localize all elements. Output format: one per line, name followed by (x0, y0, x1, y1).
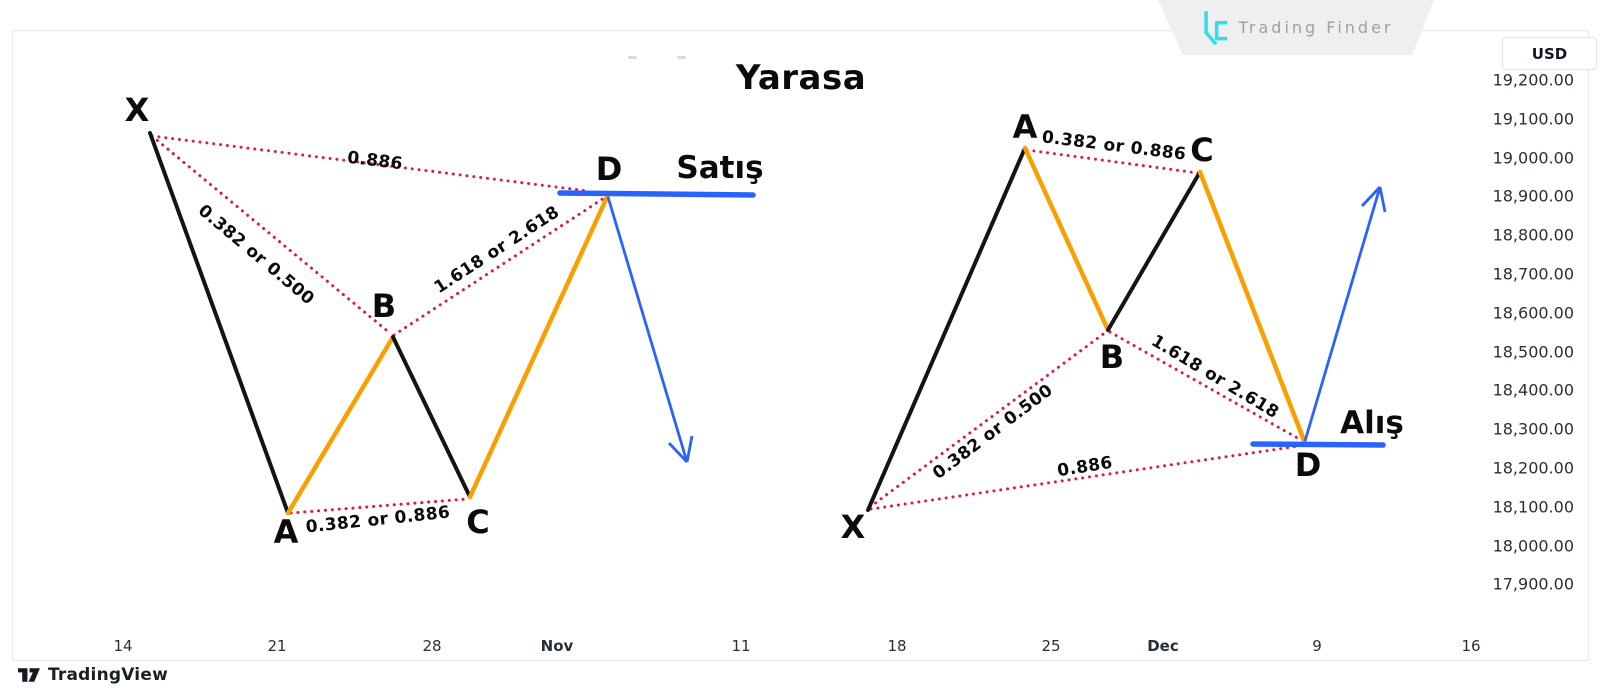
bearish-bat-leg-BC (391, 335, 472, 499)
bullish-bat-ratio-dotted-line-1 (869, 444, 1301, 511)
bullish-bat-ratio-dotted-line-3 (1025, 148, 1200, 175)
time-axis-label: 16 (1461, 637, 1481, 655)
price-axis-label: 19,100.00 (1492, 109, 1574, 129)
bearish-bat-ratio-dotted-line-2 (392, 196, 606, 337)
bullish-bat-leg-CD (1197, 169, 1308, 446)
bullish-bat-leg-AB (1022, 145, 1111, 333)
time-axis-label: 11 (731, 637, 751, 655)
bearish-bat-point-label-X: X (124, 91, 150, 129)
bullish-bat-ratio-dotted-line-2 (1108, 330, 1303, 442)
price-axis-label: 18,600.00 (1492, 303, 1574, 323)
bearish-bat-arrowhead-wing-1 (667, 442, 689, 463)
time-axis-label: 21 (267, 637, 287, 655)
trading-finder-logo-text: Trading Finder (1238, 18, 1394, 37)
bullish-bat-arrowhead-wing-1 (1378, 186, 1387, 213)
bullish-bat-point-label-X: X (840, 508, 866, 546)
bullish-bat-entry-level-line (1250, 441, 1386, 448)
bearish-bat-point-label-B: B (371, 287, 397, 325)
price-axis-label: 18,900.00 (1492, 186, 1574, 206)
bearish-bat-signal-label: Satış (676, 150, 764, 186)
time-axis-label: Dec (1147, 637, 1179, 655)
price-axis-label: 19,000.00 (1492, 148, 1574, 168)
price-axis-label: 18,700.00 (1492, 264, 1574, 284)
price-axis-label: 19,200.00 (1492, 70, 1574, 90)
bullish-bat-point-label-C: C (1190, 131, 1214, 169)
trading-finder-logo-icon (1203, 10, 1227, 45)
bearish-bat-leg-AB (285, 334, 396, 516)
chart-title: Yarasa (735, 58, 867, 98)
price-axis-label: 18,300.00 (1492, 419, 1574, 439)
trading-finder-banner: Trading Finder (1158, 0, 1434, 55)
bearish-bat-arrowhead-wing-0 (685, 435, 694, 463)
bearish-bat-point-label-C: C (466, 503, 490, 541)
bullish-bat-ratio-dotted-line-0 (868, 330, 1108, 509)
time-axis-label: 18 (887, 637, 907, 655)
bullish-bat-leg-XA (866, 146, 1027, 512)
price-axis-label: 18,400.00 (1492, 380, 1574, 400)
time-axis-label: 28 (422, 637, 442, 655)
tradingview-watermark[interactable]: TradingView (17, 665, 168, 685)
bullish-bat-direction-arrow (1303, 186, 1382, 442)
bearish-bat-leg-CD (467, 192, 611, 500)
decor-dash (628, 56, 637, 59)
price-axis-label: 18,200.00 (1492, 458, 1574, 478)
usd-currency-button[interactable]: USD (1502, 37, 1597, 70)
bullish-bat-point-label-B: B (1099, 338, 1125, 376)
time-axis-label: 25 (1041, 637, 1061, 655)
price-axis-label: 18,500.00 (1492, 342, 1574, 362)
bullish-bat-arrowhead-wing-0 (1360, 186, 1382, 207)
bullish-bat-point-label-D: D (1294, 446, 1322, 484)
bullish-bat-leg-BC (1106, 170, 1202, 332)
tradingview-watermark-text: TradingView (48, 665, 168, 685)
bullish-bat-signal-label: Alış (1340, 405, 1404, 441)
bearish-bat-direction-arrow (606, 196, 689, 463)
time-axis-label: 9 (1312, 637, 1322, 655)
decor-dash (677, 56, 686, 59)
price-axis-label: 17,900.00 (1492, 574, 1574, 594)
time-axis-label: 14 (113, 637, 133, 655)
bearish-bat-point-label-A: A (273, 513, 299, 551)
price-axis-label: 18,000.00 (1492, 536, 1574, 556)
bearish-bat-point-label-D: D (595, 150, 623, 188)
price-axis-label: 18,800.00 (1492, 225, 1574, 245)
bearish-bat-entry-level-line (557, 190, 756, 198)
bearish-bat-ratio-dotted-line-1 (150, 134, 590, 193)
bearish-bat-leg-XA (148, 131, 290, 515)
bullish-bat-point-label-A: A (1012, 108, 1038, 146)
time-axis-label: Nov (540, 637, 574, 655)
tradingview-logo-icon (18, 668, 40, 682)
price-axis-label: 18,100.00 (1492, 497, 1574, 517)
bearish-bat-ratio-dotted-line-3 (289, 497, 469, 515)
chart-panel (12, 30, 1589, 661)
